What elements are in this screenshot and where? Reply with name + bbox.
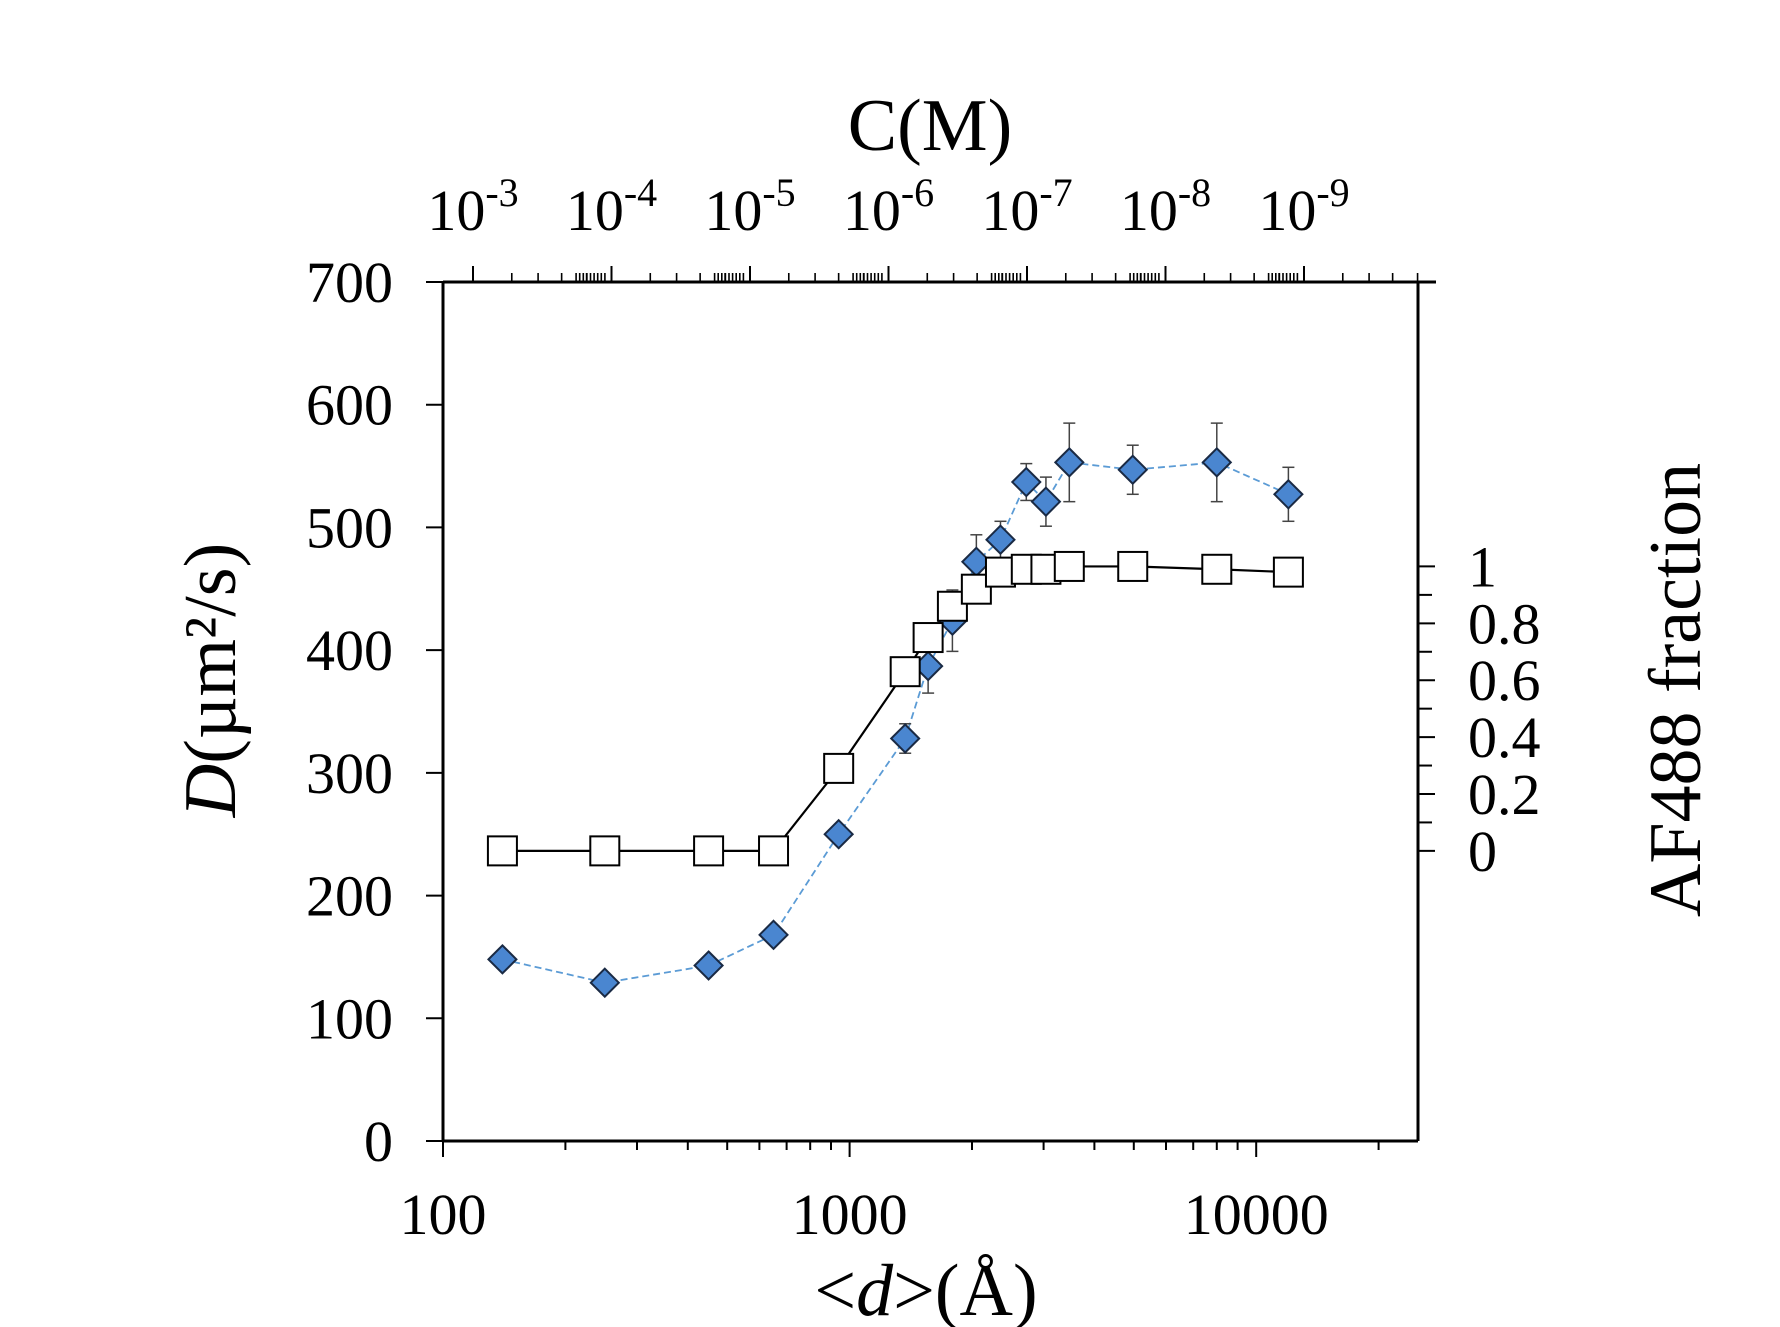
x2-tick-base: 10	[1120, 178, 1178, 243]
y2-tick-label: 1	[1468, 534, 1497, 599]
series-d-line	[502, 461, 1289, 984]
point-square	[1272, 556, 1304, 588]
x2-tick-exponent: -4	[624, 170, 657, 215]
y-tick-label: 200	[306, 864, 393, 929]
x-tick-label: 1000	[792, 1182, 908, 1247]
point-diamond	[1272, 478, 1304, 510]
point-square	[693, 835, 725, 867]
x-tick-label: 10000	[1184, 1182, 1329, 1247]
point-diamond	[693, 950, 725, 981]
point-square	[486, 835, 518, 867]
y-tick-label: 600	[306, 373, 393, 438]
x2-tick-exponent: -3	[485, 170, 518, 215]
series-fraction-line	[502, 565, 1289, 852]
point-diamond	[1053, 446, 1085, 478]
y-axis-title-post: (µm²/s)	[170, 543, 252, 764]
y-axis-title-italic: D	[170, 764, 252, 818]
point-square	[1117, 550, 1149, 582]
x2-tick-exponent: -6	[901, 170, 934, 215]
y2-tick-label: 0.6	[1468, 648, 1541, 713]
point-square	[889, 656, 921, 688]
point-square	[823, 752, 855, 784]
x-axis-title-post: >(Å)	[893, 1250, 1037, 1327]
y-tick-label: 100	[306, 986, 393, 1051]
x2-axis-title: C(M)	[848, 85, 1012, 167]
x2-tick-exponent: -5	[762, 170, 795, 215]
x2-tick-label: 10-3	[427, 170, 518, 243]
x2-tick-label: 10-5	[704, 170, 795, 243]
x2-tick-label: 10-6	[843, 170, 934, 243]
y-tick-label: 400	[306, 618, 393, 683]
y-axis-title: D(µm²/s)	[170, 543, 252, 818]
y-tick-label: 700	[306, 250, 393, 315]
x2-tick-base: 10	[704, 178, 762, 243]
point-diamond	[985, 524, 1016, 556]
y-tick-label: 500	[306, 495, 393, 560]
point-diamond	[823, 818, 855, 850]
x2-tick-exponent: -9	[1316, 170, 1349, 215]
point-diamond	[487, 943, 518, 975]
y-tick-label: 0	[364, 1109, 393, 1174]
point-diamond	[1117, 454, 1149, 486]
point-square	[758, 835, 790, 867]
point-square	[1053, 550, 1085, 582]
axes	[426, 266, 1436, 1157]
x2-tick-base: 10	[843, 178, 901, 243]
x2-tick-exponent: -8	[1178, 170, 1211, 215]
y2-tick-label: 0.2	[1468, 762, 1541, 827]
point-diamond	[589, 967, 621, 999]
point-diamond	[758, 919, 789, 951]
x2-tick-label: 10-8	[1120, 170, 1211, 243]
point-square	[912, 622, 944, 654]
x2-tick-exponent: -7	[1039, 170, 1072, 215]
point-square	[589, 835, 621, 867]
y2-axis-title: AF488 fraction	[1635, 463, 1717, 917]
point-diamond	[1010, 466, 1042, 498]
x2-tick-base: 10	[566, 178, 624, 243]
x2-tick-label: 10-9	[1258, 170, 1349, 243]
x2-tick-base: 10	[427, 178, 485, 243]
x-axis-title-italic: d	[856, 1250, 894, 1327]
x-tick-label: 100	[400, 1182, 487, 1247]
x-axis-title-pre: <	[814, 1250, 856, 1327]
point-diamond	[889, 723, 921, 754]
point-diamond	[1201, 446, 1233, 478]
point-diamond	[1030, 486, 1062, 518]
series-lines	[502, 461, 1289, 984]
x2-tick-label: 10-4	[566, 170, 657, 243]
y2-tick-label: 0.8	[1468, 591, 1541, 656]
x2-tick-base: 10	[1258, 178, 1316, 243]
tick-labels: 100 1000 10000010020030040050060070000.20.…	[306, 170, 1541, 1247]
point-square	[984, 556, 1016, 588]
y-tick-label: 300	[306, 741, 393, 806]
error-bars	[899, 422, 1295, 754]
x-axis-title: <d>(Å)	[814, 1250, 1037, 1327]
data-points	[486, 446, 1304, 999]
y2-tick-label: 0.4	[1468, 705, 1541, 770]
x2-tick-label: 10-7	[981, 170, 1072, 243]
y2-tick-label: 0	[1468, 819, 1497, 884]
x2-tick-base: 10	[981, 178, 1039, 243]
point-square	[1201, 553, 1233, 585]
